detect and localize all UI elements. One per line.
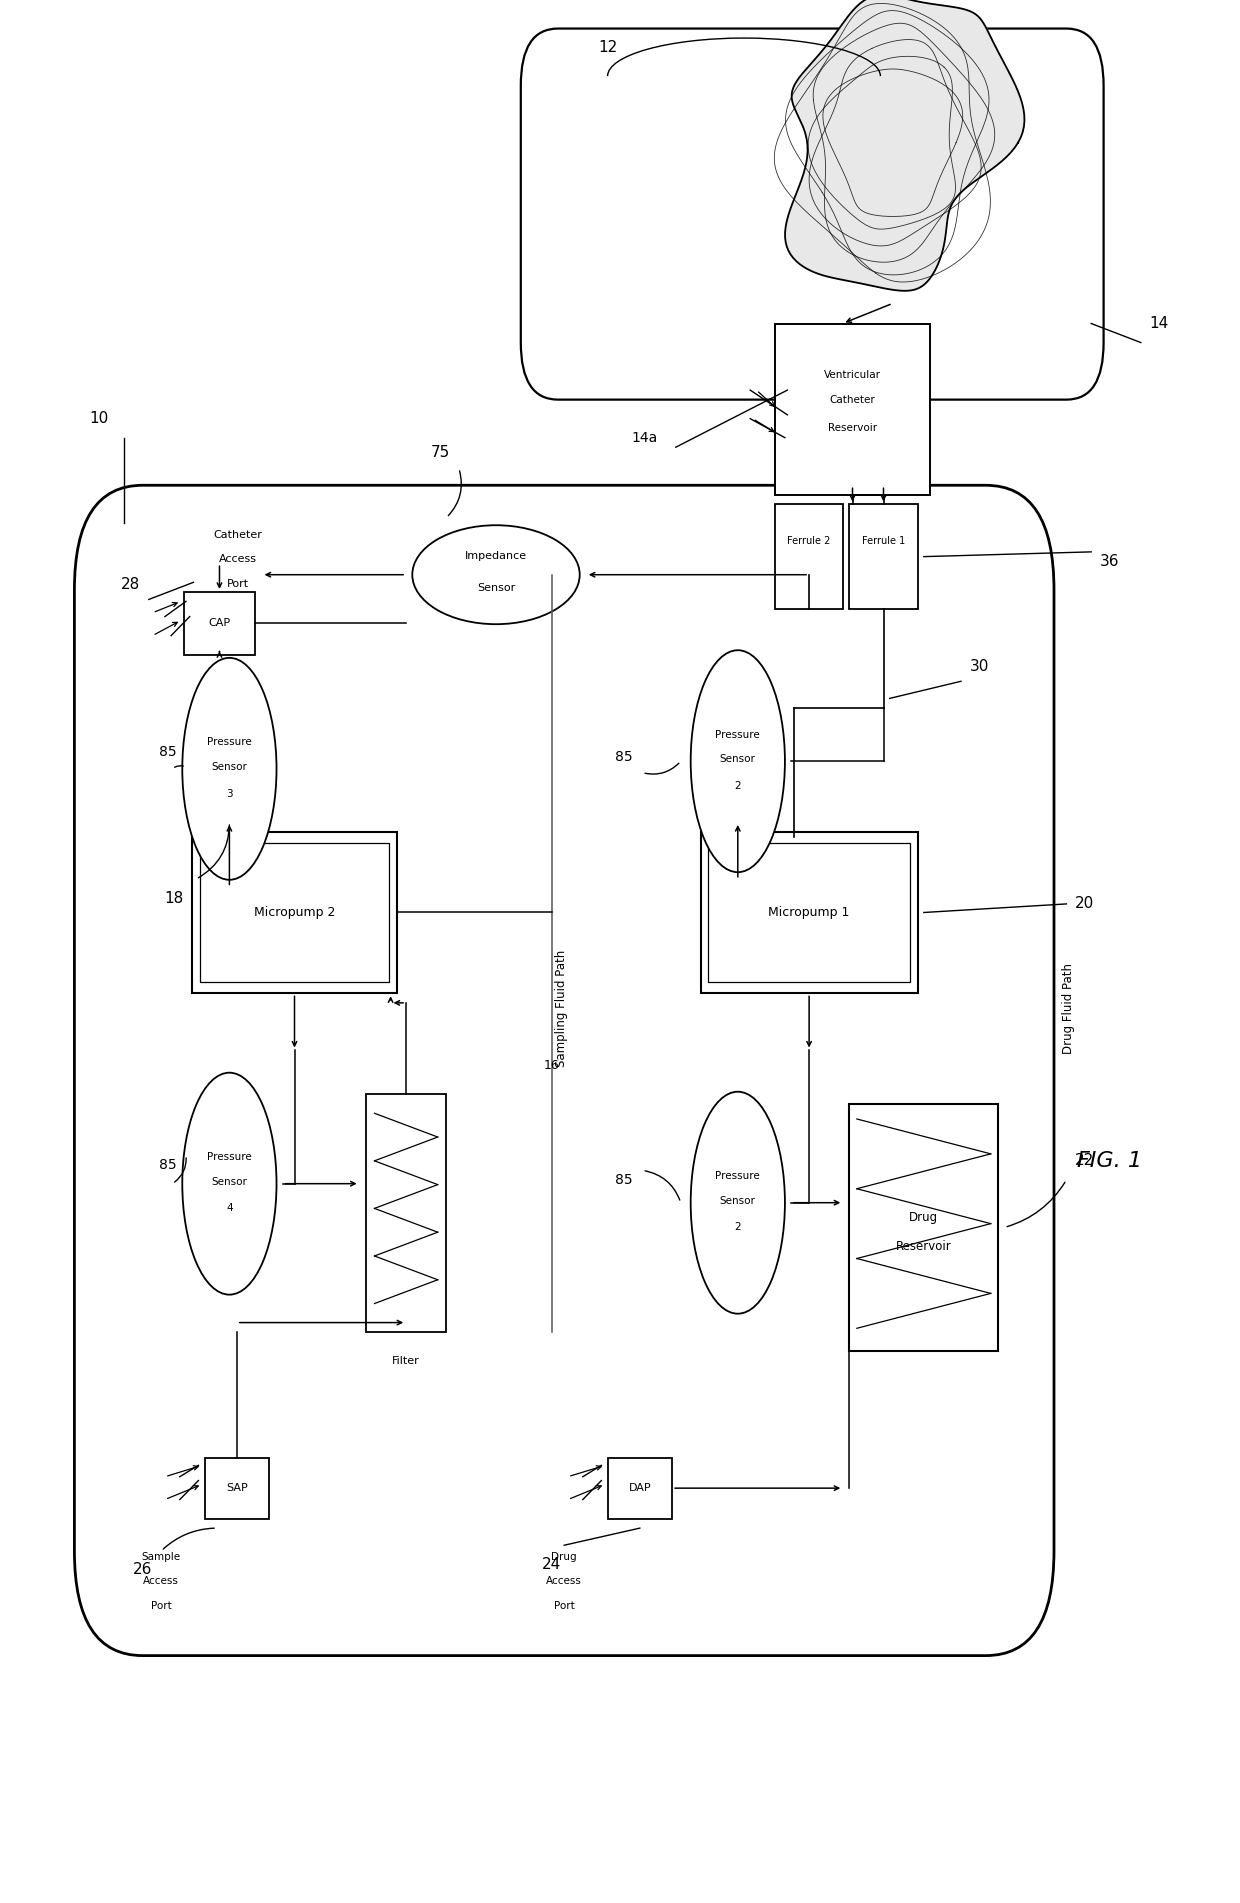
Text: 20: 20 [1075, 896, 1095, 912]
FancyArrowPatch shape [449, 470, 461, 516]
Bar [849, 504, 918, 609]
FancyArrowPatch shape [645, 1170, 680, 1201]
Bar [184, 592, 255, 655]
Text: Sensor: Sensor [720, 1195, 755, 1207]
Text: 3: 3 [226, 788, 233, 799]
Text: Sample: Sample [141, 1551, 181, 1562]
Bar [849, 1104, 998, 1351]
Text: Sensor: Sensor [212, 1176, 247, 1187]
Text: 30: 30 [970, 658, 990, 674]
Text: 18: 18 [164, 891, 184, 906]
Text: DAP: DAP [629, 1482, 651, 1494]
Text: Micropump 2: Micropump 2 [254, 906, 335, 919]
Text: 2: 2 [734, 1222, 742, 1233]
FancyBboxPatch shape [74, 485, 1054, 1656]
Bar [775, 504, 843, 609]
Text: 28: 28 [120, 577, 140, 592]
Text: 14: 14 [1149, 316, 1169, 331]
Text: Drug Fluid Path: Drug Fluid Path [1063, 963, 1075, 1054]
Text: Pressure: Pressure [715, 729, 760, 740]
Polygon shape [785, 0, 1024, 291]
FancyArrowPatch shape [645, 763, 678, 775]
Text: Access: Access [547, 1576, 582, 1587]
FancyArrowPatch shape [175, 1157, 186, 1182]
Bar [205, 1458, 269, 1519]
Text: Sensor: Sensor [477, 582, 515, 594]
FancyArrowPatch shape [1007, 1182, 1065, 1227]
Text: FIG. 1: FIG. 1 [1078, 1151, 1142, 1170]
Text: Impedance: Impedance [465, 550, 527, 561]
Text: 24: 24 [542, 1557, 562, 1572]
Text: 36: 36 [1100, 554, 1120, 569]
Bar [608, 1458, 672, 1519]
Text: SAP: SAP [226, 1482, 248, 1494]
Text: Pressure: Pressure [207, 1151, 252, 1163]
Text: Micropump 1: Micropump 1 [769, 906, 849, 919]
Text: 26: 26 [133, 1562, 153, 1578]
Text: Reservoir: Reservoir [897, 1241, 951, 1252]
Ellipse shape [691, 651, 785, 872]
Text: Sensor: Sensor [720, 754, 755, 765]
Text: Drug: Drug [552, 1551, 577, 1562]
Bar [708, 843, 910, 982]
Text: Access: Access [219, 554, 257, 565]
Ellipse shape [691, 1092, 785, 1313]
Text: Pressure: Pressure [207, 736, 252, 748]
Text: Drug: Drug [909, 1212, 939, 1224]
Text: Sensor: Sensor [212, 761, 247, 773]
Text: Reservoir: Reservoir [828, 422, 877, 434]
FancyBboxPatch shape [521, 29, 1104, 400]
Bar [192, 832, 397, 993]
Text: Port: Port [227, 579, 249, 590]
Text: 16: 16 [544, 1060, 559, 1071]
Text: 85: 85 [615, 750, 632, 765]
FancyArrowPatch shape [198, 824, 229, 877]
Text: 14a: 14a [631, 430, 658, 445]
Text: Catheter: Catheter [213, 529, 263, 540]
Text: Port: Port [151, 1600, 171, 1612]
Text: 4: 4 [226, 1203, 233, 1214]
Text: Ferrule 2: Ferrule 2 [787, 537, 831, 546]
Bar [701, 832, 918, 993]
Text: 2: 2 [734, 780, 742, 792]
Text: Ferrule 1: Ferrule 1 [862, 537, 905, 546]
Text: 12: 12 [598, 40, 618, 55]
Text: 22: 22 [1075, 1153, 1095, 1168]
Text: 85: 85 [615, 1172, 632, 1187]
Text: Filter: Filter [392, 1355, 420, 1366]
Bar [366, 1094, 446, 1332]
Bar [200, 843, 389, 982]
Text: 85: 85 [159, 1157, 176, 1172]
Text: 10: 10 [89, 411, 109, 426]
Ellipse shape [182, 1073, 277, 1294]
Text: Catheter: Catheter [830, 394, 875, 405]
Ellipse shape [412, 525, 580, 624]
Text: Ventricular: Ventricular [825, 369, 880, 381]
Text: Sampling Fluid Path: Sampling Fluid Path [556, 950, 568, 1068]
Text: 75: 75 [430, 445, 450, 461]
Text: 85: 85 [159, 744, 176, 759]
Text: Pressure: Pressure [715, 1170, 760, 1182]
Text: Access: Access [144, 1576, 179, 1587]
Bar [775, 324, 930, 495]
Text: Port: Port [554, 1600, 574, 1612]
Ellipse shape [182, 658, 277, 879]
FancyArrowPatch shape [164, 1528, 215, 1549]
Text: CAP: CAP [208, 618, 231, 628]
